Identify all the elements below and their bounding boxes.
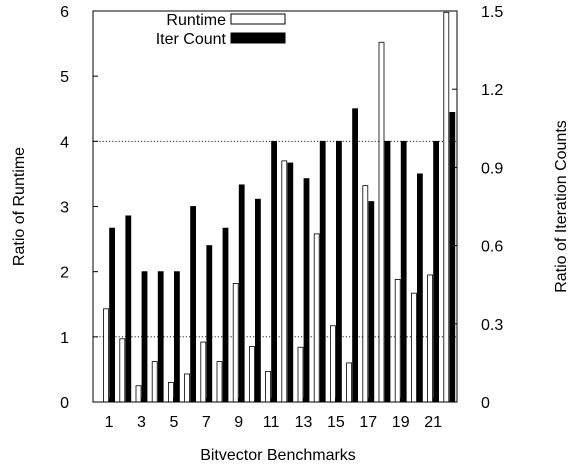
y-axis-left-label: Ratio of Runtime <box>11 147 28 266</box>
bar-runtime <box>216 361 223 403</box>
y-axis-right-label: Ratio of Iteration Counts <box>553 120 570 293</box>
bar-iter-count <box>400 140 407 403</box>
bar-iter-count <box>287 162 294 403</box>
bar-runtime <box>394 279 401 403</box>
x-tick-label: 15 <box>327 414 345 431</box>
bar-runtime <box>427 274 434 403</box>
bar-runtime <box>313 233 320 403</box>
x-tick-label: 17 <box>359 414 377 431</box>
bar-runtime <box>281 160 288 403</box>
y-left-tick-label: 0 <box>60 395 69 412</box>
bar-iter-count <box>303 178 310 403</box>
bar-runtime <box>265 370 272 403</box>
bar-runtime <box>443 11 450 403</box>
x-axis-label: Bitvector Benchmarks <box>200 447 356 464</box>
bar-iter-count <box>384 140 391 403</box>
bar-iter-count <box>352 108 359 403</box>
x-tick-label: 3 <box>137 414 146 431</box>
bar-runtime <box>232 282 239 403</box>
bar-iter-count <box>254 198 261 403</box>
legend-swatch <box>230 32 286 44</box>
bar-runtime <box>329 325 336 403</box>
bar-runtime <box>346 362 353 403</box>
bar-iter-count <box>125 215 132 403</box>
bar-iter-count <box>449 111 456 403</box>
legend-swatch <box>230 13 286 25</box>
x-tick-label: 11 <box>263 414 280 431</box>
x-tick-label: 21 <box>424 414 442 431</box>
bar-runtime <box>200 341 207 403</box>
bar-iter-count <box>416 173 423 403</box>
bar-runtime <box>362 185 369 403</box>
bar-runtime <box>297 346 304 403</box>
y-right-tick-label: 0.3 <box>481 317 503 334</box>
x-tick-label: 19 <box>392 414 410 431</box>
y-left-tick-label: 3 <box>60 200 69 217</box>
bar-runtime <box>378 41 385 403</box>
bar-iter-count <box>238 184 245 403</box>
bar-runtime <box>184 373 191 403</box>
bar-iter-count <box>433 140 440 403</box>
y-left-tick-label: 2 <box>60 265 69 282</box>
bar-runtime <box>151 361 158 403</box>
bar-iter-count <box>206 245 213 403</box>
legend: Runtime Iter Count <box>156 12 286 48</box>
x-tick-label: 7 <box>202 414 211 431</box>
bar-runtime <box>410 292 417 403</box>
y-right-tick-label: 0.9 <box>481 160 503 177</box>
y-left-tick-label: 4 <box>60 134 69 151</box>
x-tick-label: 13 <box>295 414 313 431</box>
y-right-tick-label: 0 <box>481 395 490 412</box>
x-tick-label: 9 <box>234 414 243 431</box>
bar-runtime <box>167 382 174 403</box>
bar-iter-count <box>190 206 197 403</box>
y-right-tick-label: 1.2 <box>481 82 503 99</box>
bar-iter-count <box>141 271 148 403</box>
bar-runtime <box>135 385 142 403</box>
bar-iter-count <box>173 271 180 403</box>
bar-runtime <box>248 346 255 403</box>
x-tick-label: 5 <box>169 414 178 431</box>
y-left-tick-label: 1 <box>60 330 69 347</box>
y-left-tick-label: 5 <box>60 69 69 86</box>
bar-iter-count <box>335 140 342 403</box>
bar-iter-count <box>271 140 278 403</box>
y-right-tick-label: 1.5 <box>481 4 503 21</box>
bar-iter-count <box>319 140 326 403</box>
bar-runtime <box>119 338 126 403</box>
y-right-tick-label: 0.6 <box>481 239 503 256</box>
x-tick-label: 1 <box>105 414 114 431</box>
bar-iter-count <box>157 271 164 403</box>
bar-iter-count <box>109 227 115 403</box>
legend-label: Runtime <box>166 12 226 29</box>
bar-iter-count <box>222 227 229 403</box>
legend-label: Iter Count <box>156 31 227 48</box>
bar-runtime <box>103 308 109 403</box>
plot-area <box>93 11 457 403</box>
bar-iter-count <box>368 201 375 403</box>
y-left-tick-label: 6 <box>60 4 69 21</box>
